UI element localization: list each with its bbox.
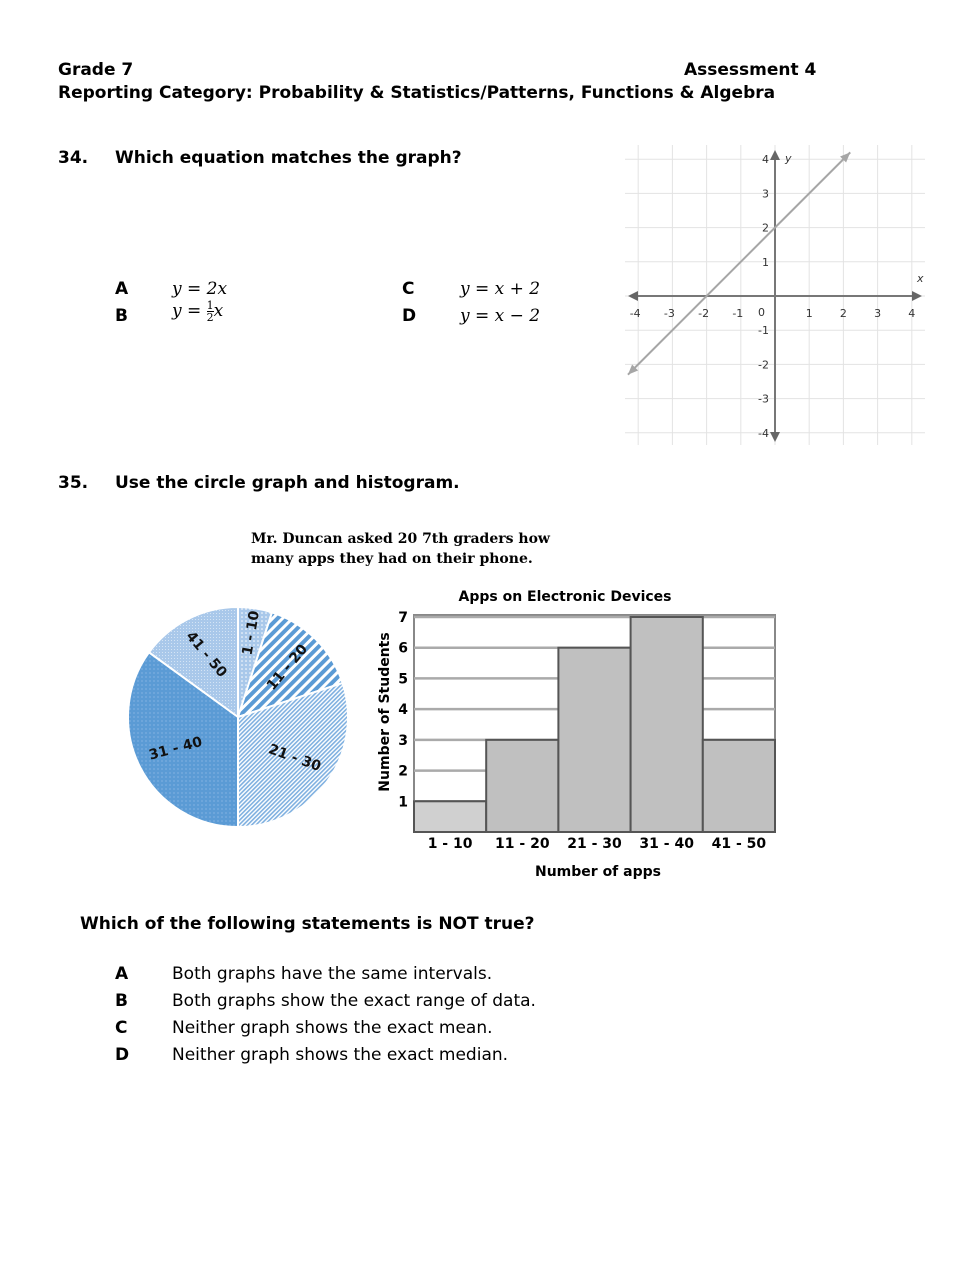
q35-choice-a-text: Both graphs have the same intervals. <box>172 964 493 984</box>
q34-number: 34. <box>58 148 89 168</box>
histogram-bar <box>557 646 632 834</box>
eq-lhs: y = <box>172 301 207 321</box>
choice-a-letter: A <box>115 279 129 299</box>
numerator: 1 <box>206 299 214 312</box>
x-tick-label: 21 - 30 <box>567 836 622 852</box>
y-tick-label: 2 <box>762 222 769 235</box>
q35-number: 35. <box>58 473 89 493</box>
caption-line-2: many apps they had on their phone. <box>251 551 533 567</box>
denominator: 2 <box>206 311 214 324</box>
pie-slice <box>127 650 239 829</box>
choice-c-equation: y = x + 2 <box>460 279 541 299</box>
y-tick-label: 5 <box>398 671 408 687</box>
pie-slice <box>237 681 349 829</box>
y-tick-label: 1 <box>398 794 408 810</box>
grade-label: Grade 7 <box>58 60 134 80</box>
x-tick-label: 31 - 40 <box>639 836 694 852</box>
assessment-label: Assessment 4 <box>684 60 817 80</box>
histogram-bar <box>485 738 560 834</box>
q35-choice-d-letter: D <box>115 1045 130 1065</box>
choice-a-equation: y = 2x <box>172 279 228 299</box>
y-tick-label: 3 <box>398 733 408 749</box>
x-tick-label: 4 <box>908 307 915 320</box>
x-tick-label: 1 <box>806 307 813 320</box>
q35-choice-c-letter: C <box>115 1018 128 1038</box>
histogram-bar <box>701 738 776 834</box>
y-tick-label: 4 <box>398 702 408 718</box>
choice-d-letter: D <box>402 306 417 326</box>
q35-question: Which of the following statements is NOT… <box>80 914 535 934</box>
q35-choice-d-text: Neither graph shows the exact median. <box>172 1045 509 1065</box>
reporting-category: Reporting Category: Probability & Statis… <box>58 83 776 103</box>
x-tick-label: -1 <box>732 307 743 320</box>
y-axis-label: Number of Students <box>377 632 393 791</box>
choice-d-equation: y = x − 2 <box>460 306 541 326</box>
choice-b-letter: B <box>115 306 128 326</box>
x-axis-label: Number of apps <box>535 864 661 880</box>
caption-line-1: Mr. Duncan asked 20 7th graders how <box>251 531 550 547</box>
x-tick-label: 11 - 20 <box>495 836 550 852</box>
pie-slice-label: 1 - 10 <box>240 609 264 656</box>
q34-prompt: Which equation matches the graph? <box>115 148 462 168</box>
histogram-bar <box>629 616 704 833</box>
y-tick-label: -2 <box>758 358 769 371</box>
choice-c-letter: C <box>402 279 415 299</box>
x-tick-label: 2 <box>840 307 847 320</box>
q35-choice-b-text: Both graphs show the exact range of data… <box>172 991 536 1011</box>
y-tick-label: -3 <box>758 393 769 406</box>
y-tick-label: -4 <box>758 427 769 440</box>
x-tick-label: -2 <box>698 307 709 320</box>
histogram: 1 2 3 4 5 6 7 1 - 10 11 - 20 21 - 30 31 - 40 41 - 5… <box>377 589 776 880</box>
x-tick-label: -4 <box>630 307 641 320</box>
histogram-title: Apps on Electronic Devices <box>458 589 671 605</box>
x-tick-label: 3 <box>874 307 881 320</box>
y-tick-label: 7 <box>398 610 408 626</box>
x-axis-label: x <box>916 272 924 285</box>
y-tick-label: 6 <box>398 641 408 657</box>
coordinate-graph: -4 -3 -2 -1 1 2 3 4 4 3 2 1 -1 -2 -3 -4 0 x y <box>625 145 925 445</box>
q35-choice-b-letter: B <box>115 991 128 1011</box>
line-arrow-icon <box>627 364 639 375</box>
eq-var: x <box>213 301 224 321</box>
pie-slice <box>147 605 239 719</box>
y-tick-label: -1 <box>758 324 769 337</box>
y-tick-label: 1 <box>762 256 769 269</box>
histogram-bar <box>413 800 488 834</box>
y-tick-label: 2 <box>398 764 408 780</box>
q35-choice-c-text: Neither graph shows the exact mean. <box>172 1018 493 1038</box>
graph-line <box>627 151 851 376</box>
q35-prompt: Use the circle graph and histogram. <box>115 473 460 493</box>
y-axis-label: y <box>784 152 792 165</box>
x-tick-label: 1 - 10 <box>428 836 473 852</box>
x-tick-label: 41 - 50 <box>712 836 767 852</box>
q35-choice-a-letter: A <box>115 964 129 984</box>
y-tick-label: 4 <box>762 153 769 166</box>
line-arrow-icon <box>840 152 851 163</box>
origin-label: 0 <box>758 306 765 319</box>
x-tick-label: -3 <box>664 307 675 320</box>
y-tick-label: 3 <box>762 187 769 200</box>
